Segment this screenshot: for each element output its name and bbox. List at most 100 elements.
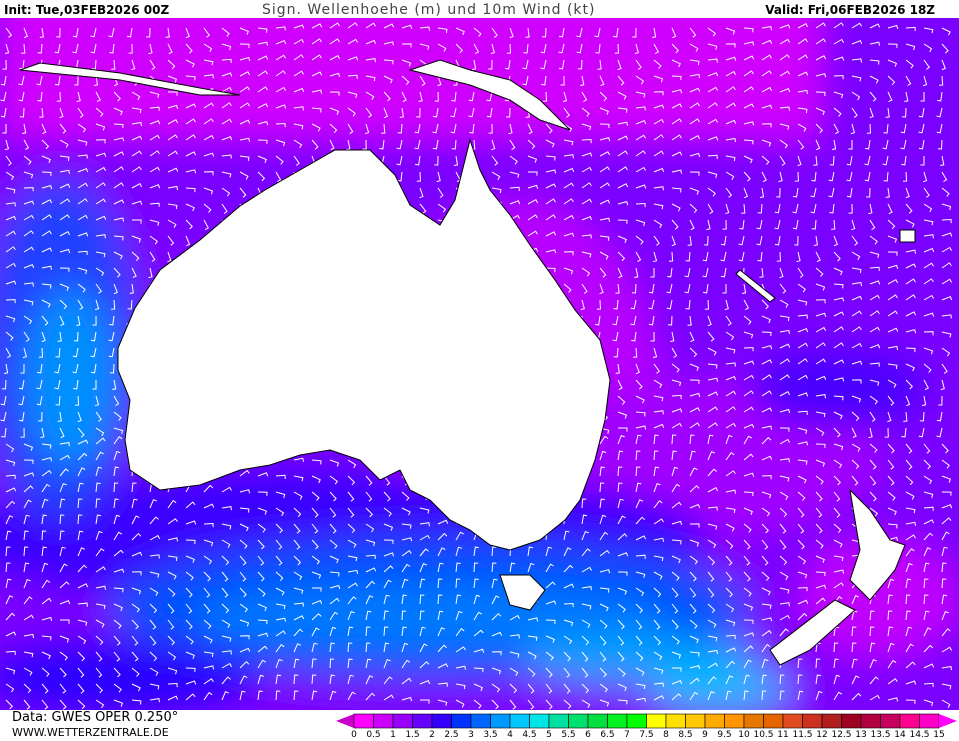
wind-barb xyxy=(275,474,286,479)
wind-barb xyxy=(203,102,214,109)
wind-barb xyxy=(743,645,754,653)
wind-barb xyxy=(562,91,568,103)
wind-barb xyxy=(167,150,178,157)
wind-barb xyxy=(941,459,950,469)
wind-barb xyxy=(707,315,712,327)
legend-label: 14.5 xyxy=(909,730,930,740)
wind-barb xyxy=(419,534,431,541)
wind-barb xyxy=(797,139,805,150)
wind-barb xyxy=(617,515,626,525)
wind-barb xyxy=(509,171,520,178)
wind-barb xyxy=(149,571,160,578)
wind-barb xyxy=(113,123,124,129)
wind-barb xyxy=(761,39,773,45)
wind-barb xyxy=(635,235,644,245)
wind-barb xyxy=(41,683,49,694)
wind-barb xyxy=(23,263,35,269)
wind-barb xyxy=(23,651,34,658)
wind-barb xyxy=(473,43,480,55)
wind-barb xyxy=(509,27,514,39)
wind-barb xyxy=(923,347,934,355)
wind-barb xyxy=(846,171,853,182)
wind-barb xyxy=(815,523,823,534)
wind-barb xyxy=(707,27,716,37)
wind-barb xyxy=(563,564,574,573)
wind-barb xyxy=(725,489,737,494)
wind-barb xyxy=(936,123,943,134)
legend-swatch xyxy=(548,713,569,729)
wind-barb xyxy=(5,562,11,573)
wind-barb xyxy=(599,699,610,707)
new-caledonia xyxy=(735,269,776,303)
wind-barb xyxy=(923,27,934,34)
wind-barb xyxy=(293,507,302,518)
wind-barb xyxy=(900,139,907,150)
wind-barb xyxy=(168,91,178,96)
wind-barb xyxy=(833,411,843,420)
wind-barb xyxy=(437,75,442,87)
wind-barb xyxy=(671,151,683,157)
wind-barb xyxy=(617,498,624,509)
legend-over-arrow xyxy=(939,714,957,728)
wind-barb xyxy=(347,475,356,486)
wind-barb xyxy=(383,676,393,685)
wind-barb xyxy=(774,219,781,230)
site-url[interactable]: WWW.WETTERZENTRALE.DE xyxy=(12,726,169,739)
wind-barb xyxy=(293,523,301,534)
wind-barb xyxy=(635,106,646,111)
wind-barb xyxy=(653,395,664,402)
wind-barb xyxy=(293,602,304,607)
wind-barb xyxy=(76,91,81,103)
wind-barb xyxy=(472,59,477,70)
wind-barb xyxy=(185,635,194,645)
wind-barb xyxy=(0,107,7,118)
wind-barb xyxy=(113,635,121,646)
wind-barb xyxy=(311,23,323,29)
wind-barb xyxy=(293,491,303,500)
wind-barb xyxy=(221,555,230,566)
wind-barb xyxy=(653,410,664,415)
wind-barb xyxy=(437,562,444,573)
wind-barb xyxy=(725,375,737,381)
wind-barb xyxy=(329,597,340,605)
wind-barb xyxy=(905,534,916,541)
wind-barb xyxy=(167,43,173,55)
wind-barb xyxy=(41,546,47,557)
wind-barb xyxy=(23,171,34,179)
wind-barb xyxy=(851,295,863,301)
wind-barb xyxy=(77,498,83,509)
wind-barb xyxy=(905,459,913,470)
wind-barb xyxy=(419,594,425,605)
wind-barb xyxy=(5,631,17,637)
wind-barb xyxy=(743,690,749,701)
wind-barb xyxy=(743,406,754,413)
wind-barb xyxy=(293,155,300,166)
wind-barb xyxy=(563,139,574,146)
wind-barb xyxy=(239,675,248,685)
wind-barb xyxy=(527,230,538,237)
wind-barb xyxy=(488,59,493,70)
wind-barb xyxy=(111,59,116,70)
wind-barb xyxy=(652,27,657,38)
wind-barb xyxy=(833,267,843,276)
wind-barb xyxy=(761,171,767,183)
wind-barb xyxy=(815,283,826,291)
wind-barb xyxy=(113,199,125,205)
wind-barb xyxy=(653,587,662,598)
wind-barb xyxy=(545,139,555,148)
wind-barb xyxy=(581,152,593,157)
wind-barb xyxy=(869,310,880,317)
wind-barb xyxy=(275,70,286,77)
wind-barb xyxy=(905,491,915,500)
wind-barb xyxy=(635,667,645,676)
wind-barb xyxy=(527,667,536,677)
wind-barb xyxy=(851,395,862,403)
wind-barb xyxy=(167,587,176,597)
legend-swatch xyxy=(802,713,823,729)
wind-barb xyxy=(612,331,619,342)
wind-barb xyxy=(329,584,341,590)
wind-barb xyxy=(311,555,320,565)
wind-barb xyxy=(293,555,302,566)
wind-barb xyxy=(635,554,646,559)
wind-barb xyxy=(77,583,89,589)
